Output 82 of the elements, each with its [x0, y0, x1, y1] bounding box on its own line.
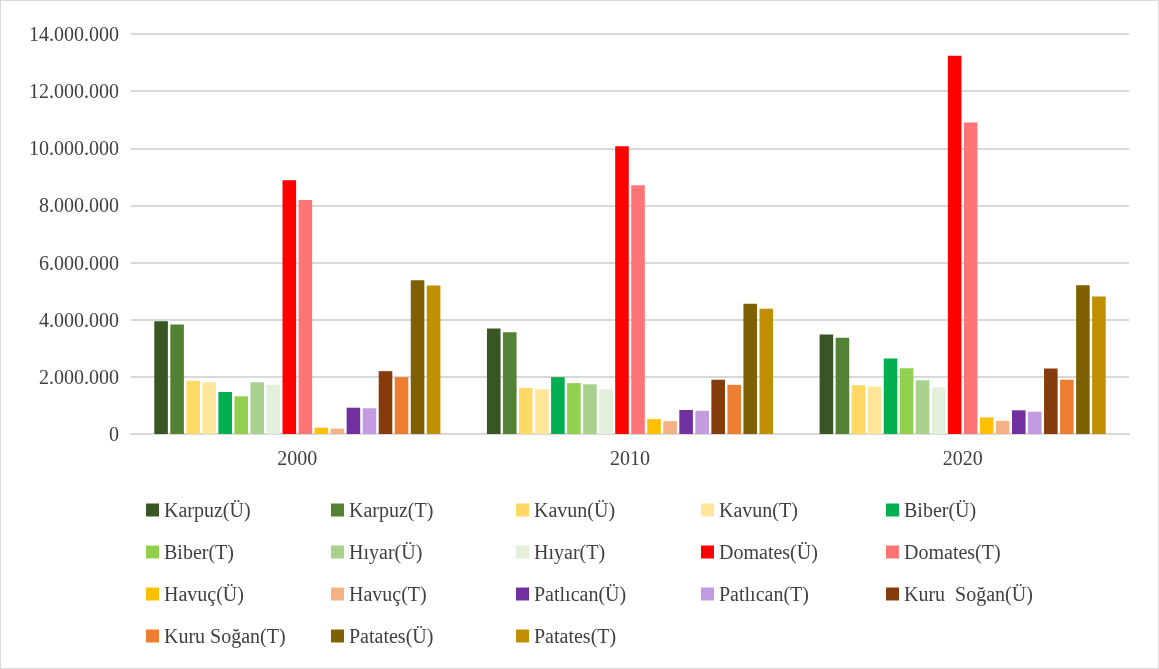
bar: [947, 55, 962, 434]
legend-label: Havuç(T): [349, 583, 427, 606]
bar: [535, 389, 549, 434]
bar: [170, 324, 184, 434]
bar: [362, 408, 377, 434]
y-tick-label: 0: [109, 423, 119, 445]
legend-label: Hıyar(T): [534, 541, 606, 564]
bar: [963, 122, 978, 434]
bar: [154, 321, 168, 434]
legend-label: Havuç(Ü): [164, 583, 244, 606]
bar: [899, 368, 914, 434]
bar: [995, 420, 1010, 434]
legend-label: Biber(Ü): [904, 499, 977, 522]
bar: [250, 382, 265, 434]
legend-label: Patlıcan(Ü): [534, 583, 627, 606]
bar: [759, 308, 774, 434]
bar: [727, 384, 741, 434]
bar: [883, 358, 898, 434]
bar: [218, 392, 232, 434]
bar: [1092, 296, 1106, 434]
bar: [1060, 379, 1074, 434]
bar: [1028, 411, 1042, 434]
legend-label: Kavun(T): [719, 499, 798, 522]
legend-label: Domates(T): [904, 541, 1001, 564]
bar: [915, 380, 930, 434]
bar: [502, 332, 517, 434]
legend-label: Patates(T): [534, 625, 617, 648]
legend-label: Hıyar(Ü): [349, 541, 423, 564]
bar: [631, 185, 645, 434]
bar: [695, 410, 709, 434]
x-tick-label: 2010: [610, 447, 650, 469]
bar: [551, 377, 565, 434]
legend-label: Domates(Ü): [719, 541, 818, 564]
bar: [410, 280, 425, 434]
bar: [931, 387, 946, 434]
bar: [835, 337, 850, 434]
legend-label: Biber(T): [164, 541, 234, 564]
bar: [979, 417, 994, 434]
y-tick-label: 14.000.000: [29, 23, 119, 45]
bar: [663, 421, 677, 434]
bar: [314, 427, 329, 434]
bar: [599, 389, 613, 434]
y-tick-label: 2.000.000: [39, 365, 119, 388]
bar: [711, 379, 725, 434]
legend-label: Patates(Ü): [349, 625, 434, 648]
bar: [1044, 368, 1058, 434]
bar: [519, 388, 533, 434]
bar: [378, 371, 393, 434]
legend-label: Karpuz(T): [349, 499, 434, 522]
bar: [851, 385, 866, 434]
bar: [186, 380, 200, 434]
bar: [743, 303, 758, 434]
bar: [346, 407, 361, 434]
legend-label: Patlıcan(T): [719, 583, 809, 606]
bar: [583, 384, 597, 434]
bar: [266, 384, 281, 434]
bar: [234, 396, 249, 434]
bar: [867, 386, 882, 434]
x-tick-label: 2020: [942, 447, 983, 469]
bar: [1076, 285, 1090, 434]
legend-label: Kuru Soğan(T): [164, 625, 286, 648]
legend-label: Karpuz(Ü): [164, 499, 251, 522]
bar: [615, 146, 629, 434]
y-tick-label: 8.000.000: [39, 194, 119, 217]
bar: [426, 285, 441, 434]
bar: [1011, 410, 1026, 434]
y-tick-label: 6.000.000: [39, 251, 119, 274]
bar: [394, 377, 409, 434]
bar: [819, 334, 834, 434]
bar: [298, 200, 313, 434]
bar: [647, 419, 661, 434]
bar: [679, 410, 693, 434]
legend-label: Kuru Soğan(Ü): [904, 583, 1033, 606]
bar: [202, 382, 216, 434]
bar: [282, 180, 297, 434]
bar: [486, 328, 501, 434]
bar: [567, 383, 581, 434]
y-tick-label: 12.000.000: [29, 80, 119, 103]
x-tick-label: 2000: [277, 447, 318, 469]
y-tick-label: 10.000.000: [29, 137, 119, 160]
legend-label: Kavun(Ü): [534, 499, 616, 522]
y-tick-label: 4.000.000: [39, 308, 119, 331]
